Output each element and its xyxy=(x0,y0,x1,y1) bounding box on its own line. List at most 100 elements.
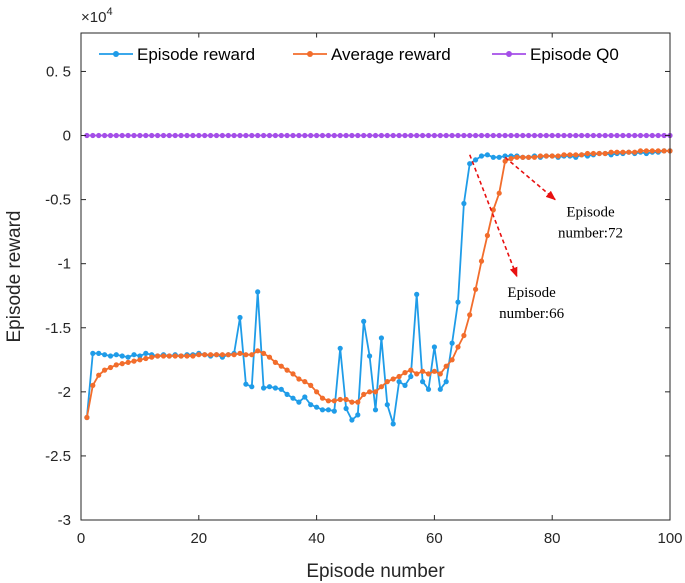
data-point xyxy=(596,150,602,157)
data-point xyxy=(490,154,496,160)
data-point xyxy=(420,132,426,139)
data-point xyxy=(208,132,214,139)
data-point xyxy=(614,149,620,155)
annotation: Episode number:66 xyxy=(468,154,565,322)
data-point xyxy=(661,148,667,154)
data-point xyxy=(361,391,367,397)
legend-box xyxy=(91,37,663,69)
x-tick-label: 80 xyxy=(544,530,561,547)
data-point xyxy=(84,414,90,421)
legend-label: Episode Q0 xyxy=(530,45,619,64)
data-point xyxy=(243,352,249,358)
data-point xyxy=(255,289,261,295)
data-point xyxy=(290,132,296,139)
data-point xyxy=(496,132,502,139)
annotation-text-line1: Episode xyxy=(507,285,556,301)
data-point xyxy=(402,132,408,139)
data-point xyxy=(508,156,514,162)
data-point xyxy=(584,132,591,139)
data-point xyxy=(437,371,443,377)
data-point xyxy=(107,353,114,359)
x-tick-label: 0 xyxy=(77,530,85,547)
data-point xyxy=(131,352,137,358)
data-point xyxy=(143,350,149,356)
plot-area xyxy=(81,33,670,520)
data-point xyxy=(508,132,514,139)
data-point xyxy=(361,132,367,139)
data-point xyxy=(443,379,449,385)
y-exponent-label: ×104 xyxy=(81,6,113,26)
data-point xyxy=(166,132,172,139)
data-point xyxy=(431,368,437,374)
data-point xyxy=(579,152,585,158)
legend-entry: Episode reward xyxy=(99,45,255,64)
legend-label: Episode reward xyxy=(137,45,255,64)
data-point xyxy=(213,352,220,358)
data-point xyxy=(219,352,225,358)
data-point xyxy=(602,132,608,139)
data-point xyxy=(278,132,284,139)
data-point xyxy=(131,358,137,364)
legend-label: Average reward xyxy=(331,45,451,64)
data-point xyxy=(137,132,143,139)
data-point xyxy=(343,396,349,403)
data-point xyxy=(272,132,278,139)
data-point xyxy=(343,132,349,139)
data-point xyxy=(643,148,650,154)
data-point xyxy=(402,370,408,376)
data-point xyxy=(143,132,149,139)
data-point xyxy=(125,132,131,139)
data-point xyxy=(337,345,343,351)
data-point xyxy=(431,132,437,139)
data-point xyxy=(302,379,308,385)
data-point xyxy=(208,352,214,358)
data-point xyxy=(543,153,549,159)
data-point xyxy=(408,373,414,380)
data-point xyxy=(496,190,502,196)
data-point xyxy=(378,132,384,139)
data-point xyxy=(266,354,273,360)
data-point xyxy=(160,353,167,359)
data-point xyxy=(119,361,125,367)
data-point xyxy=(331,132,337,139)
data-point xyxy=(90,382,96,388)
data-point xyxy=(113,132,119,139)
data-point xyxy=(137,357,143,363)
data-point xyxy=(414,132,420,139)
data-point xyxy=(284,132,290,139)
data-point xyxy=(296,376,302,382)
data-point xyxy=(261,350,267,356)
data-point xyxy=(284,367,290,373)
data-point xyxy=(378,384,384,390)
data-point xyxy=(637,148,644,154)
x-axis-label: Episode number xyxy=(306,561,445,582)
legend-entry: Episode Q0 xyxy=(492,45,619,64)
data-point xyxy=(349,417,355,423)
data-point xyxy=(190,132,196,139)
data-point xyxy=(231,352,237,358)
data-point xyxy=(155,132,161,139)
data-point xyxy=(584,150,591,157)
data-point xyxy=(637,132,644,139)
data-point xyxy=(420,379,426,385)
data-point xyxy=(202,352,208,358)
data-point xyxy=(649,148,655,154)
data-point xyxy=(655,132,661,139)
data-point xyxy=(243,132,249,139)
data-point xyxy=(626,149,632,155)
data-point xyxy=(561,152,567,158)
data-point xyxy=(467,132,473,139)
data-point xyxy=(213,132,220,139)
data-point xyxy=(384,402,390,408)
data-point xyxy=(314,404,320,410)
data-point xyxy=(319,407,326,413)
data-point xyxy=(284,391,290,397)
data-point xyxy=(590,150,597,157)
data-point xyxy=(372,389,379,395)
data-point xyxy=(573,152,579,158)
data-point xyxy=(102,132,108,139)
data-point xyxy=(137,353,143,359)
data-point xyxy=(561,132,567,139)
data-point xyxy=(90,350,96,356)
data-point xyxy=(473,132,479,139)
